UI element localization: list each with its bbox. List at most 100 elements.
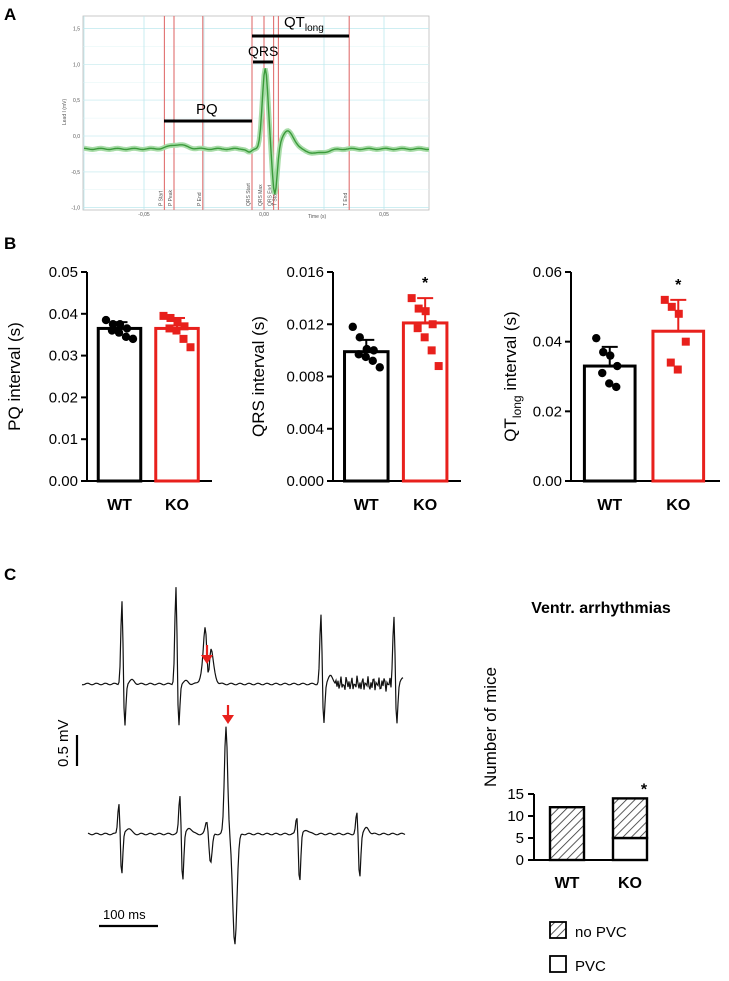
data-point-ko xyxy=(428,320,437,329)
legend-swatch-pvc xyxy=(549,955,567,973)
qt-label-sub: long xyxy=(305,23,324,34)
bar-segment-pvc xyxy=(611,836,649,862)
ecg-marker-label: QRS End xyxy=(268,185,274,206)
ecg-trace-line xyxy=(83,68,429,195)
legend-swatch-no-pvc xyxy=(549,921,567,939)
data-point-wt xyxy=(598,368,607,378)
bar-ko xyxy=(154,326,200,483)
ecg-annotation-panel: P Start P Peak P End QRS Start QRS Max QRS En… xyxy=(62,14,430,220)
y-tick-label: 0.05 xyxy=(49,264,78,281)
ecg-marker-lines: P Start P Peak P End QRS Start QRS Max QRS En… xyxy=(158,16,350,210)
data-point-wt xyxy=(592,333,601,343)
y-axis-label-main: PQ interval (s) xyxy=(5,322,24,431)
y-axis-label-sub: long xyxy=(510,395,524,418)
y-tick-label: 5 xyxy=(516,830,524,847)
ecg-marker-label: P Start xyxy=(158,190,164,206)
data-point-ko xyxy=(674,309,683,318)
pq-label: PQ xyxy=(196,101,218,118)
y-tick-label: 0.04 xyxy=(533,334,562,351)
ecg-y-ticks: 1,5 1,0 0,5 0,0 -0,5 -1,0 xyxy=(71,27,80,212)
legend-label-pvc: PVC xyxy=(575,958,606,975)
data-point-ko xyxy=(165,324,174,333)
data-point-wt xyxy=(121,332,131,341)
x-category-label: KO xyxy=(413,497,437,514)
ventricular-arrhythmia-chart: Ventr. arrhythmias 0 5 10 15 Number of mice WT… xyxy=(481,600,671,975)
x-category-label: WT xyxy=(354,497,379,514)
ecg-trace-top xyxy=(81,587,404,726)
qt-label: QTlong xyxy=(284,14,324,34)
pvc-arrow-top xyxy=(201,645,213,664)
ecg-plot-frame xyxy=(82,15,430,211)
pq-interval-chart: 0.00 0.01 0.02 0.03 0.04 0.05 PQ interval (s) W… xyxy=(5,264,212,514)
ecg-marker-label: P End xyxy=(197,192,203,206)
significance-marker: * xyxy=(641,781,648,798)
data-point-wt xyxy=(613,361,622,371)
x-category-label: WT xyxy=(107,497,132,514)
data-point-ko xyxy=(186,343,195,352)
data-point-ko xyxy=(414,304,423,313)
data-point-ko xyxy=(159,311,168,320)
data-point-wt xyxy=(369,346,378,355)
bar-ko xyxy=(651,329,706,483)
ecg-x-axis-label: Time (s) xyxy=(308,214,326,220)
y-axis-label-main: QT xyxy=(501,418,520,442)
legend-label-no-pvc: no PVC xyxy=(575,924,627,941)
y-axis-label-rest: interval (s) xyxy=(501,311,520,395)
y-tick-label: 0.04 xyxy=(49,306,78,323)
y-axis-label: PQ interval (s) xyxy=(5,322,24,431)
y-tick-label: 0.01 xyxy=(49,431,78,448)
x-category-label: KO xyxy=(165,497,189,514)
pvc-arrow-bottom xyxy=(222,705,234,724)
panel-letter-c: C xyxy=(4,565,16,584)
ecg-y-tick-label: 0,0 xyxy=(73,134,80,140)
ecg-marker-label: T End xyxy=(343,193,349,206)
data-point-wt xyxy=(599,347,608,357)
bar-wt xyxy=(343,350,390,483)
qrs-label: QRS xyxy=(248,43,278,59)
data-point-ko xyxy=(681,337,690,346)
data-point-wt xyxy=(375,363,384,372)
y-tick-label: 0.004 xyxy=(286,421,324,438)
data-point-wt xyxy=(122,324,132,333)
data-point-wt xyxy=(355,333,364,342)
data-point-ko xyxy=(660,295,669,304)
y-tick-label: 0.008 xyxy=(286,369,324,386)
data-point-wt xyxy=(605,379,614,388)
ecg-y-axis-label: Lead I (mV) xyxy=(62,99,68,125)
ecg-example-traces: 0.5 mV 100 ms xyxy=(55,587,406,945)
data-point-ko xyxy=(180,322,189,331)
qt-interval-chart: 0.00 0.02 0.04 0.06 QTlong interval (s) WT KO * xyxy=(501,264,720,514)
data-point-ko xyxy=(413,324,422,333)
bar-wt xyxy=(96,326,143,483)
data-point-wt xyxy=(362,344,371,354)
data-point-ko xyxy=(673,365,682,374)
data-point-wt xyxy=(368,356,377,366)
data-point-ko xyxy=(421,307,430,316)
ecg-marker-label: QRS Start xyxy=(246,183,252,206)
y-tick-label: 0.02 xyxy=(533,403,562,420)
ecg-y-tick-label: 1,5 xyxy=(73,27,80,33)
data-point-wt xyxy=(108,320,118,329)
bar-segment-no-pvc xyxy=(611,797,649,840)
y-tick-label: 0 xyxy=(516,852,524,869)
ecg-x-tick-label: 0,05 xyxy=(379,212,389,218)
ecg-y-tick-label: -0,5 xyxy=(71,170,80,176)
bar-segment-no-pvc xyxy=(548,806,586,862)
data-point-ko xyxy=(166,313,175,322)
data-point-ko xyxy=(427,346,436,355)
chart-title: Ventr. arrhythmias xyxy=(531,600,671,617)
time-scale-label: 100 ms xyxy=(103,907,146,922)
data-point-wt xyxy=(606,351,615,360)
y-tick-label: 0.016 xyxy=(286,264,324,281)
y-tick-label: 0.02 xyxy=(49,389,78,406)
x-category-label: KO xyxy=(618,875,642,892)
data-point-wt xyxy=(115,320,125,329)
data-point-wt xyxy=(354,350,363,359)
panel-letter-a: A xyxy=(4,5,16,24)
y-axis-label-main: QRS interval (s) xyxy=(249,316,268,437)
ecg-y-tick-label: -1,0 xyxy=(71,206,80,212)
data-point-ko xyxy=(667,302,676,311)
ecg-trace-bottom xyxy=(87,726,406,945)
y-tick-label: 0.03 xyxy=(49,348,78,365)
